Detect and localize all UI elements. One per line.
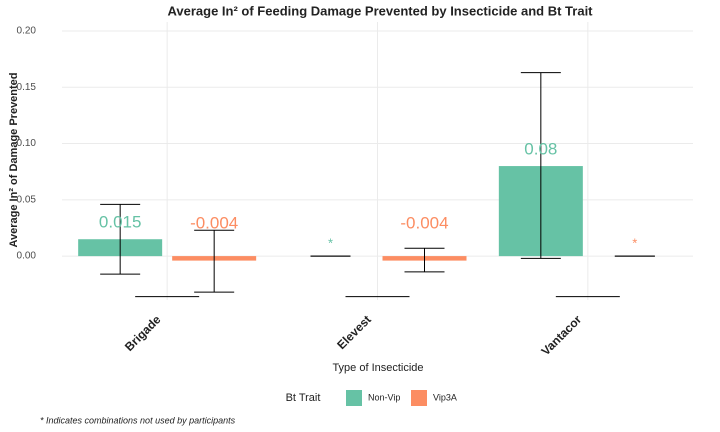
y-tick-label: 0.15 bbox=[17, 82, 37, 93]
y-tick-label: 0.00 bbox=[17, 251, 37, 262]
value-label: 0.08 bbox=[524, 140, 557, 159]
value-label: 0.015 bbox=[99, 213, 142, 232]
x-tick-label: Brigade bbox=[122, 312, 164, 354]
legend-swatch bbox=[411, 390, 427, 406]
x-axis-title: Type of Insecticide bbox=[332, 362, 423, 374]
y-tick-label: 0.20 bbox=[17, 26, 37, 37]
caption: * Indicates combinations not used by par… bbox=[40, 415, 236, 425]
y-axis-title: Average In² of Damage Prevented bbox=[8, 72, 20, 247]
legend-label: Vip3A bbox=[433, 392, 457, 402]
value-label: -0.004 bbox=[400, 214, 448, 233]
x-tick-label: Vantacor bbox=[538, 312, 584, 358]
x-tick-label: Elevest bbox=[334, 312, 374, 352]
legend-swatch bbox=[346, 390, 362, 406]
value-label: * bbox=[328, 236, 333, 251]
y-tick-label: 0.10 bbox=[17, 138, 37, 149]
y-tick-label: 0.05 bbox=[17, 194, 37, 205]
legend-label: Non-Vip bbox=[368, 392, 400, 402]
legend-title: Bt Trait bbox=[286, 392, 321, 404]
value-label: -0.004 bbox=[190, 214, 238, 233]
value-label: * bbox=[632, 236, 637, 251]
chart-title: Average In² of Feeding Damage Prevented … bbox=[167, 3, 593, 18]
